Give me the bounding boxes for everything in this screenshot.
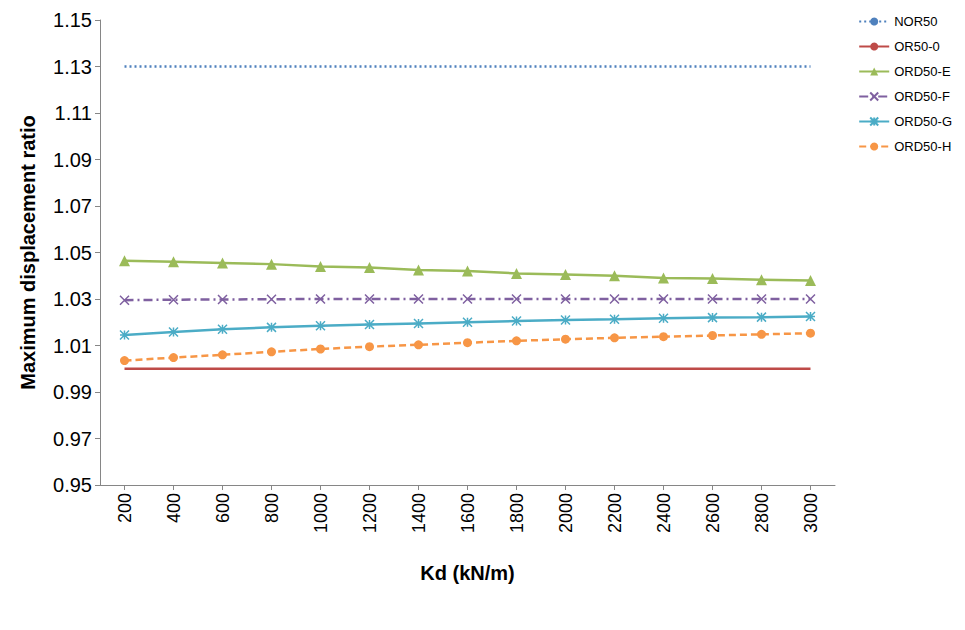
svg-text:1600: 1600 bbox=[458, 493, 478, 533]
svg-text:1.15: 1.15 bbox=[53, 9, 92, 31]
svg-text:0.95: 0.95 bbox=[53, 474, 92, 496]
svg-text:1.07: 1.07 bbox=[53, 195, 92, 217]
svg-text:2400: 2400 bbox=[654, 493, 674, 533]
svg-text:1400: 1400 bbox=[409, 493, 429, 533]
svg-text:ORD50-G: ORD50-G bbox=[894, 114, 952, 129]
svg-text:200: 200 bbox=[115, 493, 135, 523]
svg-text:1.01: 1.01 bbox=[53, 335, 92, 357]
svg-text:Maximum displacement ratio: Maximum displacement ratio bbox=[17, 115, 39, 390]
svg-text:1.13: 1.13 bbox=[53, 56, 92, 78]
svg-text:OR50-0: OR50-0 bbox=[894, 39, 940, 54]
svg-text:1.09: 1.09 bbox=[53, 149, 92, 171]
svg-text:1800: 1800 bbox=[507, 493, 527, 533]
svg-text:0.97: 0.97 bbox=[53, 428, 92, 450]
svg-text:2800: 2800 bbox=[752, 493, 772, 533]
svg-text:2000: 2000 bbox=[556, 493, 576, 533]
svg-text:800: 800 bbox=[262, 493, 282, 523]
svg-text:1.03: 1.03 bbox=[53, 288, 92, 310]
svg-text:1.05: 1.05 bbox=[53, 242, 92, 264]
svg-text:NOR50: NOR50 bbox=[894, 14, 937, 29]
svg-text:1.11: 1.11 bbox=[55, 102, 92, 124]
svg-text:1000: 1000 bbox=[311, 493, 331, 533]
svg-text:Kd (kN/m): Kd (kN/m) bbox=[420, 562, 514, 584]
svg-text:ORD50-F: ORD50-F bbox=[894, 89, 950, 104]
svg-text:ORD50-E: ORD50-E bbox=[894, 64, 951, 79]
svg-text:400: 400 bbox=[164, 493, 184, 523]
svg-text:2200: 2200 bbox=[605, 493, 625, 533]
svg-text:600: 600 bbox=[213, 493, 233, 523]
svg-text:3000: 3000 bbox=[801, 493, 821, 533]
svg-text:2600: 2600 bbox=[703, 493, 723, 533]
svg-text:1200: 1200 bbox=[360, 493, 380, 533]
svg-text:0.99: 0.99 bbox=[53, 381, 92, 403]
svg-text:ORD50-H: ORD50-H bbox=[894, 139, 951, 154]
